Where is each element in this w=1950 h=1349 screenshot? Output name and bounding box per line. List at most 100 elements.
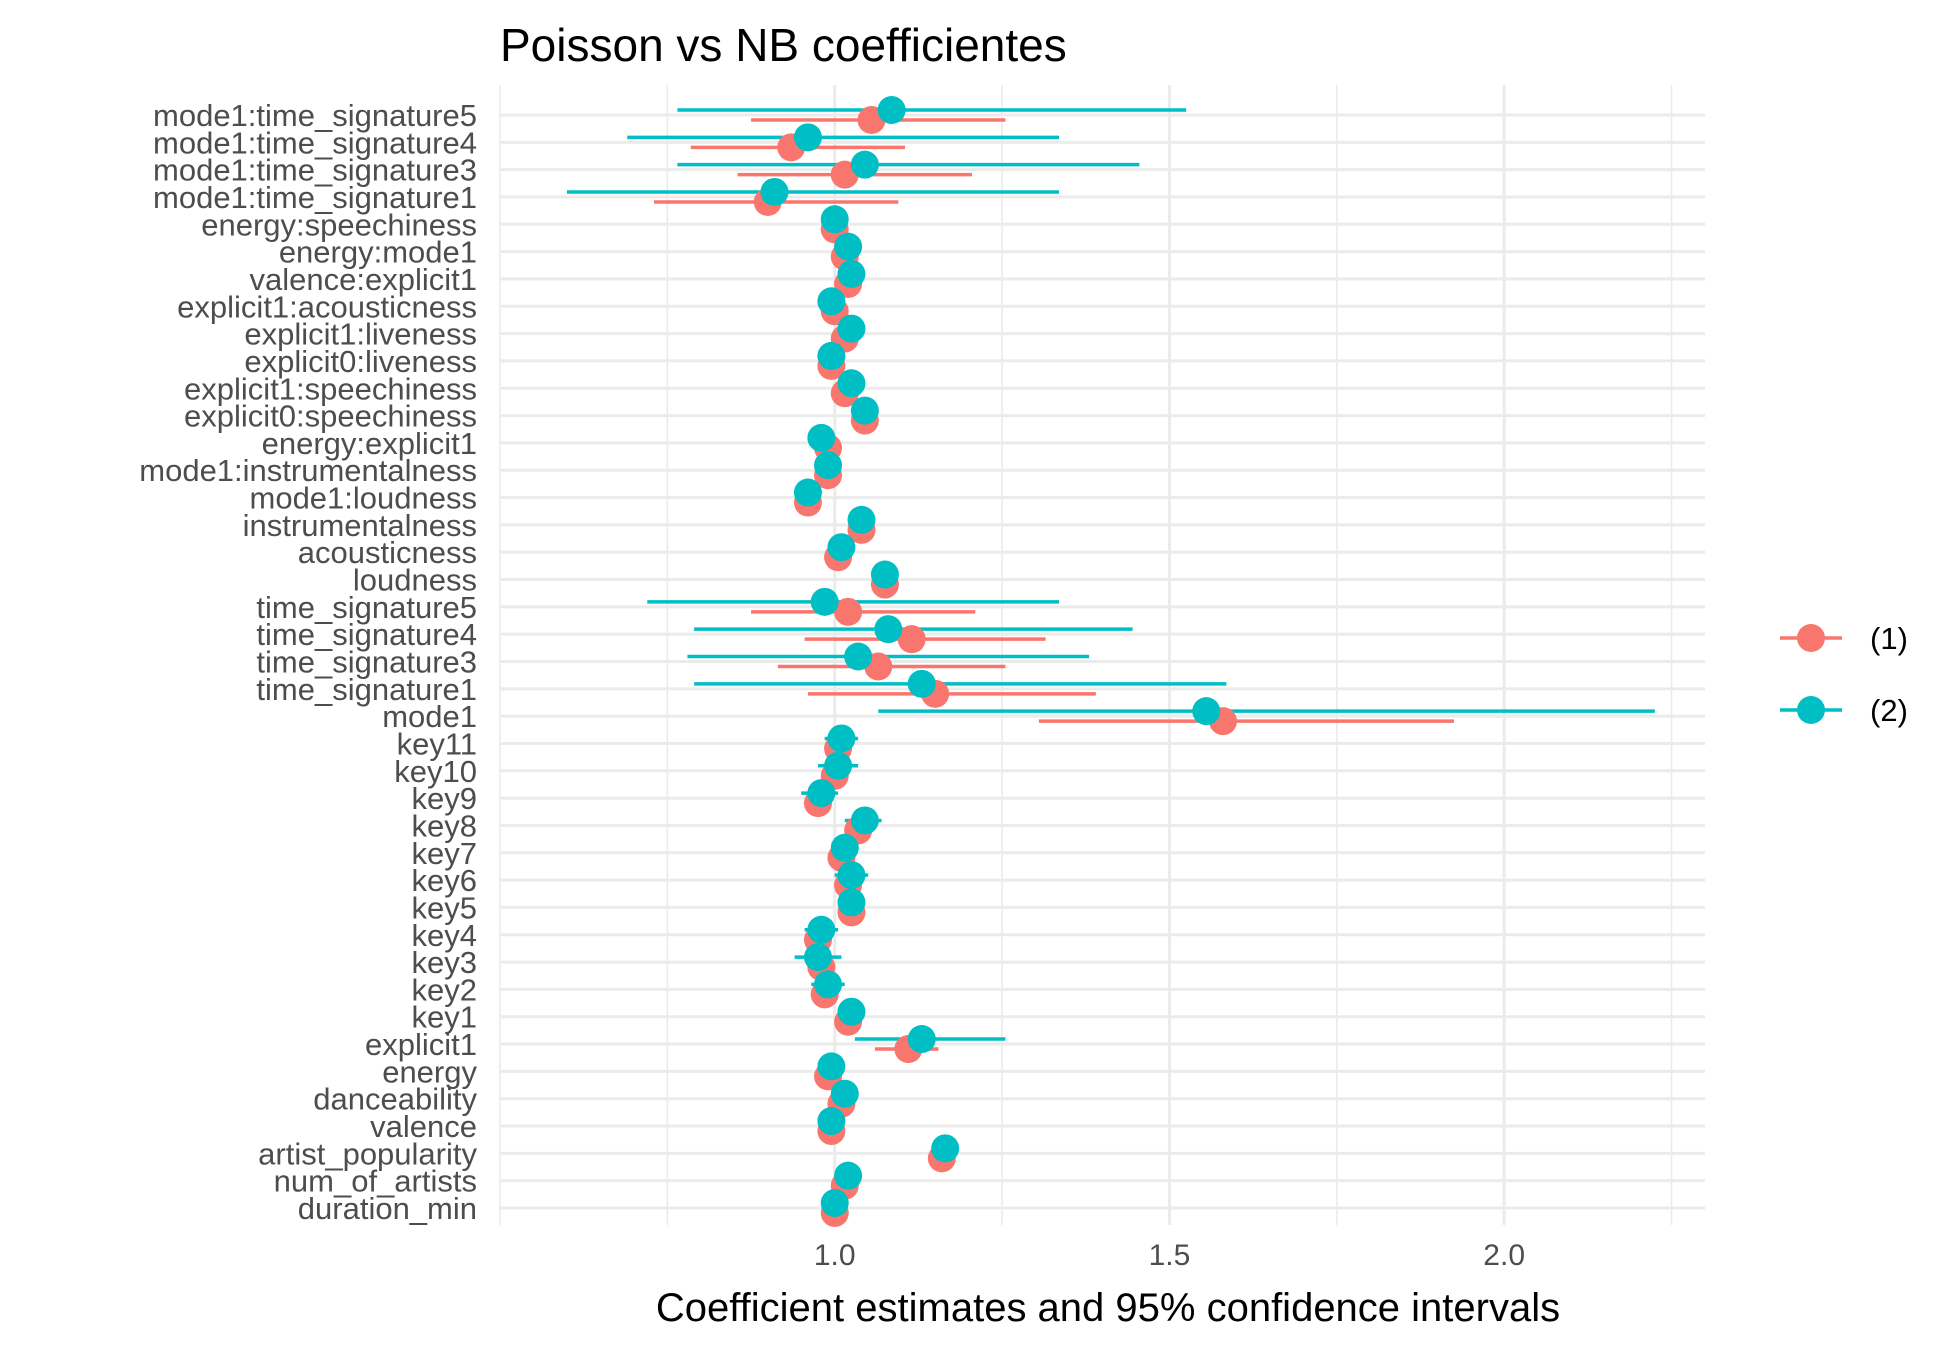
estimate-point bbox=[817, 1107, 846, 1136]
y-tick-label: artist_popularity bbox=[258, 1136, 477, 1171]
y-tick-label: valence:explicit1 bbox=[250, 262, 477, 297]
estimate-point bbox=[827, 533, 856, 562]
estimate-point bbox=[814, 451, 843, 480]
estimate-point bbox=[807, 915, 836, 944]
estimate-point bbox=[824, 751, 853, 780]
estimate-point bbox=[907, 669, 936, 698]
y-tick-label: energy:explicit1 bbox=[262, 426, 477, 461]
estimate-point bbox=[837, 259, 866, 288]
legend-label: (2) bbox=[1870, 693, 1908, 728]
estimate-point bbox=[1192, 697, 1221, 726]
estimate-point bbox=[931, 1134, 960, 1163]
estimate-point bbox=[830, 833, 859, 862]
estimate-point bbox=[837, 997, 866, 1026]
legend-key-point bbox=[1797, 624, 1825, 652]
estimate-point bbox=[837, 314, 866, 343]
y-tick-label: key10 bbox=[394, 754, 477, 789]
legend-key-point bbox=[1797, 696, 1825, 724]
y-tick-label: key8 bbox=[412, 808, 477, 843]
y-tick-label: mode1:time_signature1 bbox=[153, 180, 477, 215]
y-tick-label: explicit0:speechiness bbox=[184, 399, 477, 434]
estimate-point bbox=[814, 970, 843, 999]
point-layer bbox=[753, 96, 1237, 1227]
y-tick-label: key3 bbox=[412, 945, 477, 980]
y-tick-label: loudness bbox=[353, 563, 477, 598]
x-tick-label: 1.5 bbox=[1149, 1239, 1191, 1272]
y-tick-label: valence bbox=[370, 1109, 477, 1144]
estimate-point bbox=[830, 1079, 859, 1108]
estimate-point bbox=[810, 587, 839, 616]
y-tick-label: key5 bbox=[412, 890, 477, 925]
estimate-point bbox=[850, 396, 879, 425]
y-tick-label: key6 bbox=[412, 863, 477, 898]
y-tick-label: mode1:time_signature5 bbox=[153, 98, 477, 133]
x-axis-title: Coefficient estimates and 95% confidence… bbox=[656, 1286, 1560, 1330]
estimate-point bbox=[870, 560, 899, 589]
chart-title: Poisson vs NB coefficientes bbox=[500, 19, 1067, 71]
legend-label: (1) bbox=[1870, 621, 1908, 656]
estimate-point bbox=[793, 123, 822, 152]
estimate-point bbox=[837, 888, 866, 917]
y-tick-label: key9 bbox=[412, 781, 477, 816]
y-tick-label: energy bbox=[382, 1054, 477, 1089]
y-tick-label: explicit0:liveness bbox=[244, 344, 477, 379]
estimate-point bbox=[834, 1161, 863, 1190]
estimate-point bbox=[834, 597, 863, 626]
x-axis: 1.0 1.5 2.0 bbox=[814, 1239, 1525, 1272]
y-tick-label: time_signature5 bbox=[256, 590, 477, 625]
estimate-point bbox=[807, 779, 836, 808]
estimate-point bbox=[793, 478, 822, 507]
y-tick-label: mode1:time_signature4 bbox=[153, 125, 477, 160]
estimate-point bbox=[837, 861, 866, 890]
y-tick-label: key4 bbox=[412, 918, 477, 953]
y-tick-label: acousticness bbox=[298, 535, 477, 570]
estimate-point bbox=[817, 287, 846, 316]
estimate-point bbox=[907, 1025, 936, 1054]
estimate-point bbox=[807, 423, 836, 452]
estimate-point bbox=[820, 205, 849, 234]
y-tick-label: key2 bbox=[412, 972, 477, 1007]
estimate-point bbox=[847, 505, 876, 534]
y-tick-label: duration_min bbox=[298, 1191, 477, 1226]
y-tick-label: mode1:loudness bbox=[250, 481, 478, 516]
estimate-point bbox=[817, 1052, 846, 1081]
y-tick-label: explicit1 bbox=[365, 1027, 477, 1062]
y-tick-label: mode1:instrumentalness bbox=[139, 453, 477, 488]
y-tick-label: instrumentalness bbox=[243, 508, 477, 543]
legend: (1) (2) bbox=[1780, 621, 1908, 728]
estimate-point bbox=[897, 625, 926, 654]
y-tick-label: explicit1:liveness bbox=[244, 317, 477, 352]
grid-layer bbox=[499, 85, 1705, 1225]
x-tick-label: 1.0 bbox=[814, 1239, 856, 1272]
plot-panel bbox=[499, 85, 1705, 1227]
y-tick-label: mode1:time_signature3 bbox=[153, 153, 477, 188]
y-axis: duration_minnum_of_artistsartist_popular… bbox=[139, 98, 477, 1226]
estimate-point bbox=[834, 232, 863, 261]
y-tick-label: num_of_artists bbox=[274, 1164, 477, 1199]
estimate-point bbox=[760, 177, 789, 206]
estimate-point bbox=[850, 150, 879, 179]
estimate-point bbox=[877, 96, 906, 124]
y-tick-label: key1 bbox=[412, 1000, 477, 1035]
y-tick-label: explicit1:speechiness bbox=[184, 371, 477, 406]
x-tick-label: 2.0 bbox=[1483, 1239, 1525, 1272]
estimate-point bbox=[803, 943, 832, 972]
estimate-point bbox=[874, 615, 903, 644]
y-tick-label: explicit1:acousticness bbox=[177, 289, 477, 324]
estimate-point bbox=[837, 369, 866, 398]
y-tick-label: energy:mode1 bbox=[279, 235, 477, 270]
estimate-point bbox=[844, 642, 873, 671]
estimate-point bbox=[827, 724, 856, 753]
y-tick-label: key7 bbox=[412, 836, 477, 871]
estimate-point bbox=[817, 341, 846, 370]
y-tick-label: time_signature3 bbox=[256, 645, 477, 680]
y-tick-label: danceability bbox=[313, 1082, 477, 1117]
y-tick-label: time_signature4 bbox=[256, 617, 477, 652]
y-tick-label: key11 bbox=[397, 726, 477, 761]
y-tick-label: mode1 bbox=[382, 699, 477, 734]
y-tick-label: time_signature1 bbox=[256, 672, 477, 707]
estimate-point bbox=[850, 806, 879, 835]
estimate-point bbox=[820, 1189, 849, 1217]
y-tick-label: energy:speechiness bbox=[201, 207, 477, 242]
